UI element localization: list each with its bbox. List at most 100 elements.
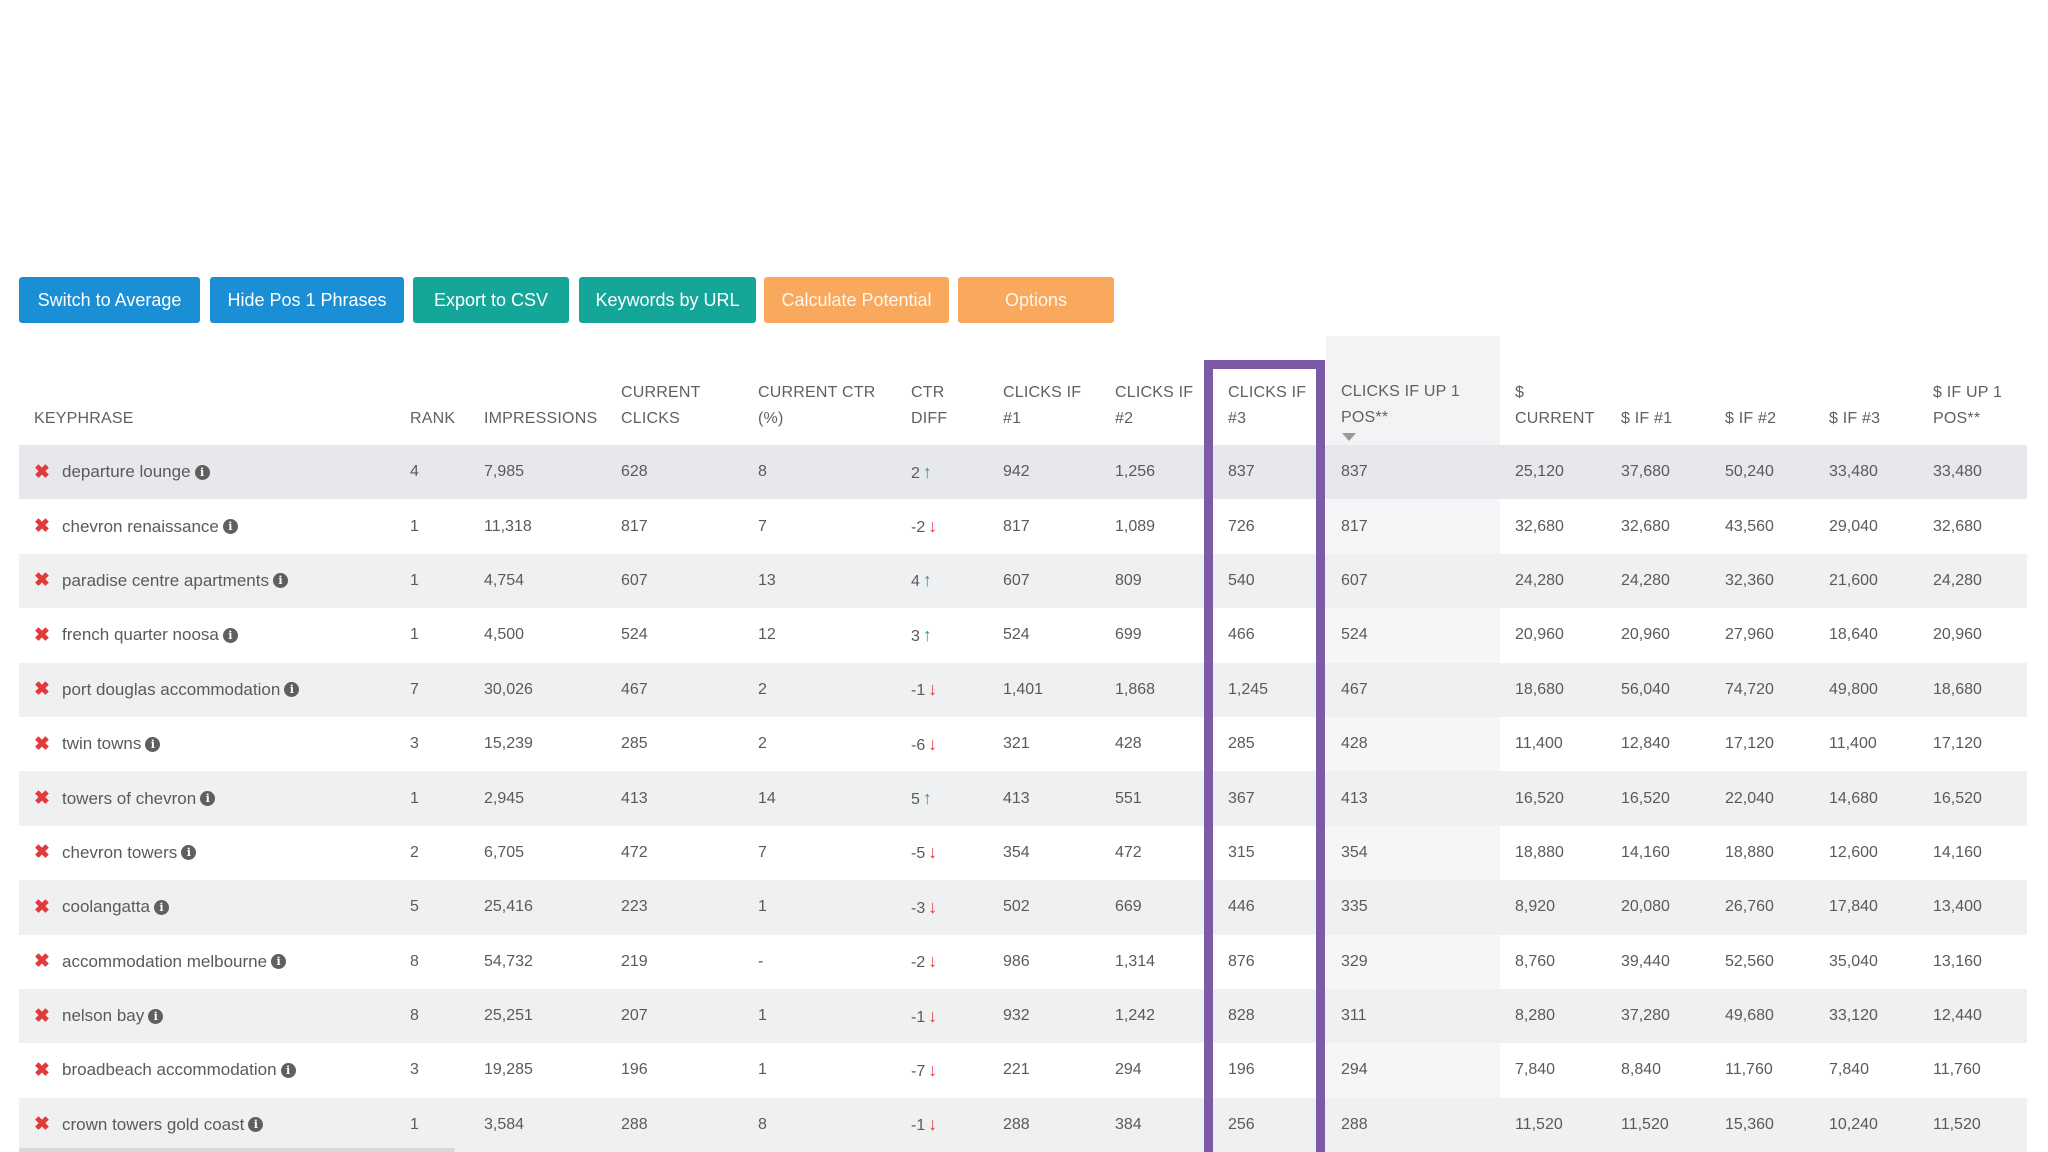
info-icon[interactable]: i [148,1008,164,1024]
export-csv-button[interactable]: Export to CSV [413,277,569,323]
table-row: ✖ crown towers gold coast i 1 3,584 288 8 -1 ↓ 28… [19,1097,2027,1152]
keyphrase-cell: ✖ nelson bay i [19,988,395,1044]
col-header-current-ctr[interactable]: CURRENT CTR (%) [758,384,876,427]
clicks-if-2-cell-value: 1,242 [1100,1007,1213,1025]
info-icon[interactable]: i [222,627,238,643]
col-header-usd-current[interactable]: $ CURRENT [1515,384,1595,427]
ctr-diff-cell: -5 ↓ [896,825,988,881]
cell-value: 11,400 [1829,735,1877,753]
remove-keyphrase-icon[interactable]: ✖ [34,1059,50,1081]
usd-current-cell-value: 20,960 [1500,626,1606,644]
info-icon[interactable]: i [153,899,169,915]
table-row: ✖ departure lounge i 4 7,985 628 8 2 ↑ 942 1,256 83… [19,445,2027,500]
usd-if-up1-cell: 16,520 [1918,771,2027,826]
calculate-potential-button[interactable]: Calculate Potential [764,277,949,323]
keyphrase-text: departure lounge [62,462,191,482]
cell-value: 25,251 [484,1007,533,1025]
cell-value: 11,520 [1933,1115,1981,1133]
clicks-if-up1-cell-value: 329 [1326,953,1500,971]
arrow-down-icon: ↓ [928,679,938,700]
clicks-if-up1-cell: 294 [1326,1043,1500,1098]
info-icon[interactable]: i [284,682,300,698]
remove-keyphrase-icon[interactable]: ✖ [34,1114,50,1136]
remove-keyphrase-icon[interactable]: ✖ [34,679,50,701]
usd-if-2-cell: 43,560 [1710,499,1814,554]
col-header-keyphrase[interactable]: KEYPHRASE [34,410,134,427]
options-button[interactable]: Options [958,277,1114,323]
cell-value: 817 [1341,517,1368,535]
rank-cell-value: 1 [395,790,469,808]
cell-value: -1 [911,1117,926,1135]
keyphrase-wrap: ✖ crown towers gold coast i [19,1113,395,1136]
usd-current-cell-value: 8,280 [1500,1007,1606,1025]
info-icon[interactable]: i [271,954,287,970]
usd-if-1-cell-value: 11,520 [1606,1116,1710,1134]
remove-keyphrase-icon[interactable]: ✖ [34,624,50,646]
rank-cell-value: 2 [395,844,469,862]
current-clicks-cell: 467 [606,662,743,717]
usd-if-up1-cell-value: 16,520 [1918,790,2027,808]
cell-value: 19,285 [484,1061,533,1079]
usd-if-up1-cell-value: 24,280 [1918,572,2027,590]
info-icon[interactable]: i [181,845,197,861]
usd-if-1-cell: 39,440 [1606,934,1710,989]
keyphrase-text: chevron renaissance [62,516,219,536]
usd-current-cell: 8,920 [1500,880,1606,935]
remove-keyphrase-icon[interactable]: ✖ [34,896,50,918]
info-icon[interactable]: i [145,736,161,752]
cell-value: 467 [1341,680,1368,698]
cell-value: 37,680 [1621,463,1670,481]
ctr-diff-cell-value: -1 ↓ [896,679,988,700]
clicks-if-1-cell-value: 502 [988,898,1100,916]
col-header-clicks-if-3[interactable]: CLICKS IF #3 [1228,384,1307,427]
info-icon[interactable]: i [222,519,238,535]
usd-if-2-cell-value: 49,680 [1710,1007,1814,1025]
keywords-by-url-button[interactable]: Keywords by URL [579,277,756,323]
col-header-rank[interactable]: RANK [410,410,456,427]
current-clicks-cell-value: 207 [606,1007,743,1025]
col-header-clicks-if-up1[interactable]: CLICKS IF UP 1 POS** [1326,336,1500,445]
clicks-if-1-cell-value: 986 [988,953,1100,971]
usd-if-3-cell-value: 29,040 [1814,518,1918,536]
cell-value: 986 [1003,952,1030,970]
col-header-usd-if-up1[interactable]: $ IF UP 1 POS** [1933,384,2003,427]
cell-value: 11,520 [1621,1115,1669,1133]
col-header-impressions[interactable]: IMPRESSIONS [484,410,598,427]
cell-value: 16,520 [1933,789,1982,807]
info-icon[interactable]: i [280,1062,296,1078]
remove-keyphrase-icon[interactable]: ✖ [34,461,50,483]
remove-keyphrase-icon[interactable]: ✖ [34,516,50,538]
col-header-clicks-if-1[interactable]: CLICKS IF #1 [1003,384,1082,427]
col-header-ctr-diff[interactable]: CTR DIFF [911,384,948,427]
usd-current-cell-value: 16,520 [1500,790,1606,808]
remove-keyphrase-icon[interactable]: ✖ [34,951,50,973]
usd-if-1-cell: 56,040 [1606,662,1710,717]
arrow-down-icon: ↓ [928,516,938,537]
col-header-usd-if-3[interactable]: $ IF #3 [1829,410,1881,427]
info-icon[interactable]: i [194,464,210,480]
clicks-if-1-cell: 502 [988,880,1100,935]
usd-if-1-cell: 20,960 [1606,608,1710,663]
remove-keyphrase-icon[interactable]: ✖ [34,570,50,592]
clicks-if-2-cell: 699 [1100,608,1213,663]
info-icon[interactable]: i [200,791,216,807]
table-row: ✖ chevron renaissance i 1 11,318 817 7 -2 ↓ 817 1,… [19,499,2027,554]
remove-keyphrase-icon[interactable]: ✖ [34,1005,50,1027]
impressions-cell-value: 30,026 [469,681,606,699]
remove-keyphrase-icon[interactable]: ✖ [34,788,50,810]
info-icon[interactable]: i [248,1117,264,1133]
col-header-usd-if-2[interactable]: $ IF #2 [1725,410,1777,427]
remove-keyphrase-icon[interactable]: ✖ [34,733,50,755]
col-header-clicks-if-2[interactable]: CLICKS IF #2 [1115,384,1194,427]
col-header-usd-if-1[interactable]: $ IF #1 [1621,410,1673,427]
cell-value: 413 [1003,789,1030,807]
keyphrase-text: paradise centre apartments [62,570,269,590]
keyphrase-text: port douglas accommodation [62,679,281,699]
sort-desc-icon[interactable] [1342,433,1356,441]
remove-keyphrase-icon[interactable]: ✖ [34,842,50,864]
info-icon[interactable]: i [272,573,288,589]
switch-to-average-button[interactable]: Switch to Average [19,277,200,323]
hide-pos1-phrases-button[interactable]: Hide Pos 1 Phrases [210,277,404,323]
horizontal-scrollbar[interactable] [19,1148,455,1152]
col-header-current-clicks[interactable]: CURRENT CLICKS [621,384,701,427]
